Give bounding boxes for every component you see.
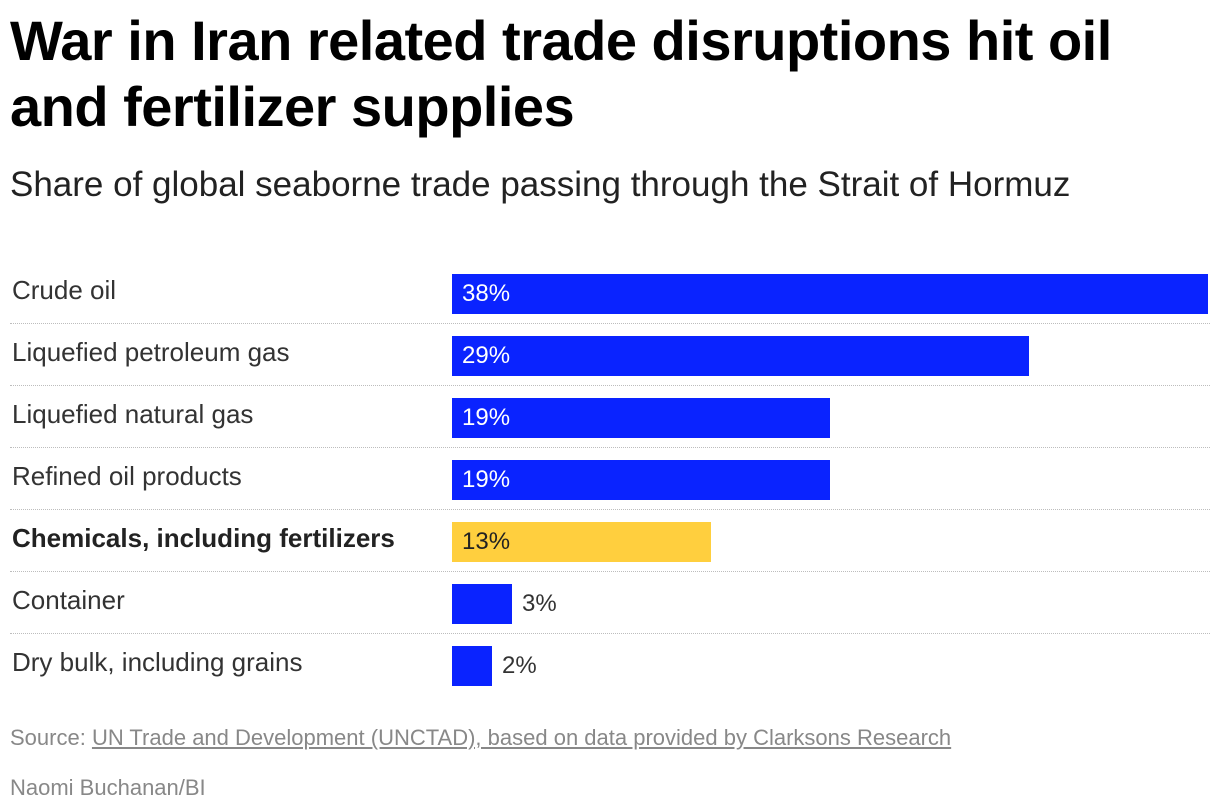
value-label: 13% [462, 528, 511, 555]
value-label: 19% [462, 466, 511, 493]
value-label: 38% [462, 280, 511, 307]
credit-line: Naomi Buchanan/BI [10, 775, 206, 800]
row-divider [10, 633, 1210, 634]
value-label: 19% [462, 404, 511, 431]
category-label: Crude oil [12, 275, 117, 305]
value-label: 3% [522, 590, 557, 617]
source-prefix: Source: [10, 725, 92, 750]
bar-row: Crude oil 38% [10, 262, 1210, 324]
bar-chart: Crude oil 38% Liquefied petroleum gas 29% Li… [0, 262, 1220, 702]
source-note: Source: UN Trade and Development (UNCTAD… [10, 724, 951, 752]
bar [452, 522, 711, 562]
row-divider [10, 509, 1210, 510]
category-label: Liquefied petroleum gas [12, 337, 290, 367]
bar-row: Chemicals, including fertilizers 13% [10, 510, 1210, 572]
category-label: Liquefied natural gas [12, 399, 254, 429]
bar-row: Liquefied petroleum gas 29% [10, 324, 1210, 386]
value-label: 29% [462, 342, 511, 369]
bar [452, 274, 1208, 314]
category-label: Refined oil products [12, 461, 242, 491]
chart-subtitle: Share of global seaborne trade passing t… [10, 165, 1071, 204]
bar [452, 584, 512, 624]
bar [452, 398, 830, 438]
bar-row: Refined oil products 19% [10, 448, 1210, 510]
row-divider [10, 323, 1210, 324]
category-label: Dry bulk, including grains [12, 647, 303, 677]
bar-row: Liquefied natural gas 19% [10, 386, 1210, 448]
category-label: Container [12, 585, 125, 615]
bar-row: Container 3% [10, 572, 1210, 634]
row-divider [10, 447, 1210, 448]
bar-row: Dry bulk, including grains 2% [10, 634, 1210, 696]
bar [452, 336, 1029, 376]
value-label: 2% [502, 652, 537, 679]
bar [452, 460, 830, 500]
category-label: Chemicals, including fertilizers [12, 523, 395, 553]
chart-title: War in Iran related trade disruptions hi… [10, 9, 1112, 138]
row-divider [10, 385, 1210, 386]
bar [452, 646, 492, 686]
row-divider [10, 571, 1210, 572]
source-link[interactable]: UN Trade and Development (UNCTAD), based… [91, 725, 952, 750]
